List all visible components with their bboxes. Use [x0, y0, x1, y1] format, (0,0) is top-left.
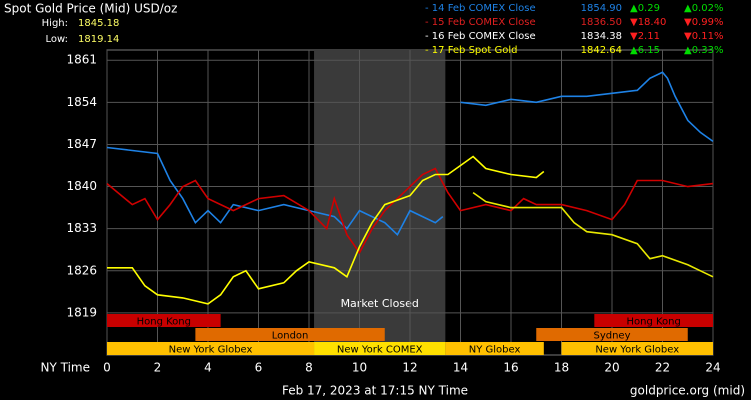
- session-label: London: [272, 331, 309, 342]
- session-bar: [536, 328, 688, 341]
- session-label: NY Globex: [469, 345, 521, 356]
- legend-pct: ▲0.33%: [684, 45, 723, 56]
- x-tick-label: 16: [503, 361, 518, 375]
- x-tick-label: 6: [255, 361, 263, 375]
- legend-close: 1842.64: [581, 45, 622, 56]
- timestamp: Feb 17, 2023 at 17:15 NY Time: [282, 384, 468, 398]
- session-bar: [107, 342, 315, 355]
- legend-name: - 16 Feb COMEX Close: [425, 31, 536, 42]
- session-bar: [195, 328, 385, 341]
- source: goldprice.org (mid): [630, 384, 745, 398]
- chart-title: Spot Gold Price (Mid) USD/oz: [4, 2, 177, 16]
- legend-change: ▼2.11: [630, 31, 660, 42]
- x-tick-label: 14: [453, 361, 468, 375]
- legend-change: ▲0.29: [630, 3, 660, 14]
- high-label: High:: [42, 18, 68, 29]
- x-tick-label: 22: [655, 361, 670, 375]
- y-tick-label: 1826: [66, 263, 97, 277]
- legend-name: - 17 Feb Spot Gold: [425, 45, 517, 56]
- session-label: New York COMEX: [337, 345, 423, 356]
- y-tick-label: 1819: [66, 305, 97, 319]
- session-label: New York Globex: [595, 345, 679, 356]
- y-tick-label: 1861: [66, 53, 97, 67]
- session-bar: [445, 342, 544, 355]
- legend-name: - 14 Feb COMEX Close: [425, 3, 536, 14]
- session-label: New York Globex: [169, 345, 253, 356]
- x-tick-label: 0: [103, 361, 111, 375]
- high-value: 1845.18: [78, 18, 119, 29]
- legend-close: 1854.90: [581, 3, 622, 14]
- x-tick-label: 8: [305, 361, 313, 375]
- session-label: Hong Kong: [137, 317, 191, 328]
- session-label: Sydney: [593, 331, 630, 342]
- legend-close: 1836.50: [581, 17, 622, 28]
- session-label: Hong Kong: [626, 317, 680, 328]
- session-bar: [107, 314, 221, 327]
- legend-pct: ▲0.02%: [684, 3, 723, 14]
- legend-pct: ▼0.99%: [684, 17, 723, 28]
- x-tick-label: 12: [402, 361, 417, 375]
- x-tick-label: 20: [604, 361, 619, 375]
- y-tick-label: 1847: [66, 137, 97, 151]
- x-tick-label: 24: [705, 361, 720, 375]
- x-tick-label: 18: [554, 361, 569, 375]
- market-closed-label: Market Closed: [341, 297, 419, 310]
- session-bar: [594, 314, 713, 327]
- x-tick-label: 10: [352, 361, 367, 375]
- legend-change: ▲6.15: [630, 45, 660, 56]
- low-value: 1819.14: [78, 34, 119, 45]
- x-axis-label: NY Time: [41, 361, 91, 375]
- price-line: [472, 191, 714, 278]
- y-tick-label: 1854: [66, 95, 97, 109]
- y-tick-label: 1833: [66, 221, 97, 235]
- session-bar: [561, 342, 713, 355]
- x-tick-label: 2: [154, 361, 162, 375]
- session-bar: [314, 342, 446, 355]
- legend-close: 1834.38: [581, 31, 622, 42]
- x-tick-label: 4: [204, 361, 212, 375]
- low-label: Low:: [45, 34, 68, 45]
- legend-name: - 15 Feb COMEX Close: [425, 17, 536, 28]
- price-line: [107, 155, 545, 305]
- legend-change: ▼18.40: [630, 17, 666, 28]
- y-tick-label: 1840: [66, 179, 97, 193]
- price-line: [106, 167, 714, 255]
- price-line: [106, 71, 714, 237]
- legend-pct: ▼0.11%: [684, 31, 723, 42]
